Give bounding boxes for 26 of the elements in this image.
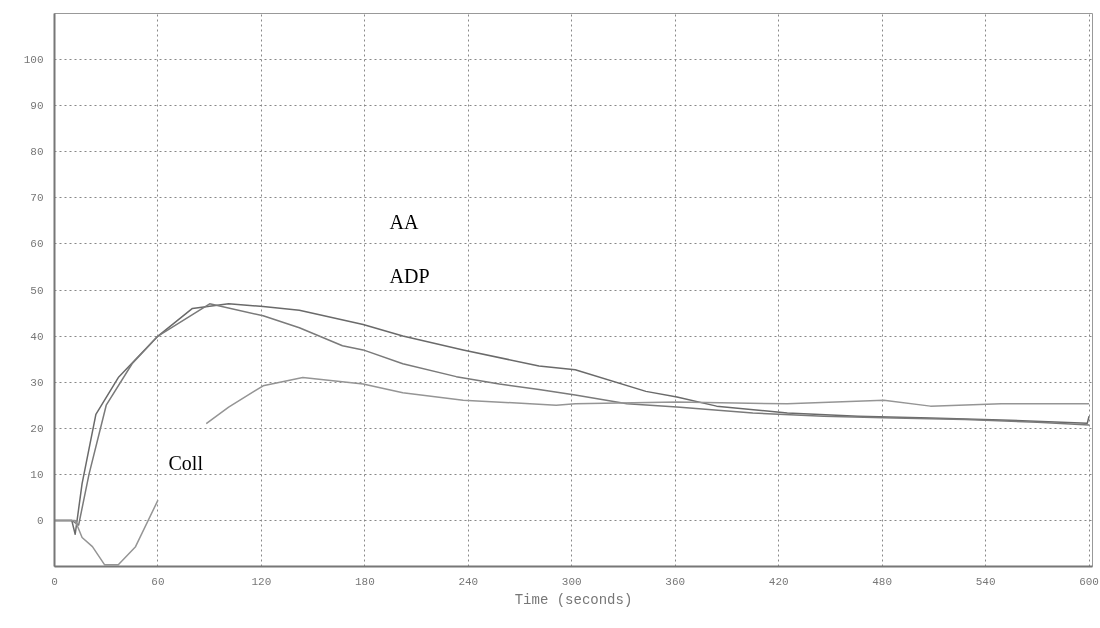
y-tick-label: 100 bbox=[23, 54, 44, 67]
x-tick-label: 180 bbox=[354, 575, 375, 588]
y-tick-label: 10 bbox=[30, 468, 44, 481]
y-tick-label: 50 bbox=[30, 284, 44, 297]
annotation: AA bbox=[389, 210, 419, 233]
x-tick-label: 0 bbox=[51, 575, 58, 588]
y-tick-label: 80 bbox=[30, 146, 44, 159]
y-tick-label: 60 bbox=[30, 238, 44, 251]
x-tick-label: 360 bbox=[665, 575, 686, 588]
x-tick-label: 480 bbox=[872, 575, 893, 588]
x-tick-label: 60 bbox=[151, 575, 165, 588]
y-tick-label: 30 bbox=[30, 376, 44, 389]
y-tick-label: 40 bbox=[30, 330, 44, 343]
annotation: ADP bbox=[389, 264, 430, 287]
y-tick-label: 20 bbox=[30, 422, 44, 435]
x-axis-title: Time (seconds) bbox=[514, 591, 633, 608]
y-tick-label: 90 bbox=[30, 100, 44, 113]
x-tick-label: 120 bbox=[251, 575, 272, 588]
y-tick-label: 70 bbox=[30, 192, 44, 205]
x-tick-label: 300 bbox=[561, 575, 582, 588]
x-tick-label: 600 bbox=[1079, 575, 1099, 588]
annotation: Coll bbox=[168, 451, 204, 474]
x-tick-label: 540 bbox=[975, 575, 996, 588]
y-tick-label: 0 bbox=[36, 514, 44, 527]
x-tick-label: 420 bbox=[768, 575, 789, 588]
x-tick-label: 240 bbox=[458, 575, 479, 588]
